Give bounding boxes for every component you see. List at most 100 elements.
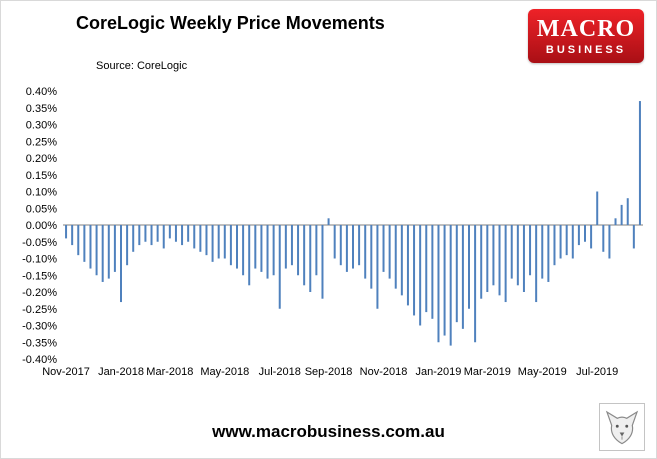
y-axis-tick-label: 0.35% — [26, 103, 57, 115]
chart-bar — [571, 225, 574, 259]
chart-bar — [352, 225, 354, 269]
chart-bar — [529, 225, 532, 276]
chart-bar — [193, 225, 196, 249]
fox-head-icon — [605, 410, 639, 445]
chart-bar — [461, 225, 464, 329]
chart-bar — [638, 101, 641, 225]
chart-bar — [614, 218, 617, 225]
chart-bar — [516, 225, 519, 286]
chart-bar — [522, 225, 525, 292]
y-axis-tick-label: 0.40% — [26, 86, 57, 98]
chart-bar — [242, 225, 245, 276]
y-axis-tick-label: -0.10% — [22, 254, 57, 266]
chart-bar — [364, 225, 367, 279]
chart-bar — [370, 225, 373, 289]
chart-bar — [455, 225, 458, 323]
chart-bar — [608, 225, 611, 259]
x-axis-tick-label: Jan-2019 — [416, 366, 462, 378]
chart-bar — [553, 225, 556, 266]
chart-bar — [486, 225, 489, 292]
chart-bar — [449, 225, 452, 346]
chart-bar — [431, 225, 434, 319]
chart-bar — [113, 225, 116, 272]
chart-bar — [577, 225, 580, 246]
chart-bar — [321, 225, 324, 299]
y-axis-tick-label: 0.05% — [26, 203, 57, 215]
chart-bar — [138, 225, 141, 246]
chart-bar — [406, 225, 409, 306]
chart-bar — [419, 225, 422, 326]
chart-bar — [620, 204, 623, 225]
x-axis-tick-label: Jan-2018 — [98, 366, 144, 378]
chart-bar — [626, 198, 629, 225]
chart-bar — [413, 225, 416, 316]
x-axis-tick-label: Jul-2018 — [259, 366, 301, 378]
chart-bar — [126, 225, 129, 266]
y-axis-tick-label: 0.10% — [26, 187, 57, 199]
chart-bar — [65, 225, 68, 239]
chart-bar — [205, 225, 208, 256]
y-axis-tick-label: -0.40% — [22, 354, 57, 366]
chart-bar — [443, 225, 446, 336]
chart-bar — [565, 225, 568, 256]
chart-bar — [217, 225, 220, 259]
chart-bar — [156, 225, 159, 242]
chart-bar — [584, 225, 586, 242]
chart-bar — [468, 225, 470, 309]
chart-bar — [547, 225, 550, 282]
chart-bar — [510, 225, 513, 279]
x-axis-tick-label: Nov-2018 — [360, 366, 408, 378]
y-axis-tick-label: -0.30% — [22, 321, 57, 333]
chart-bar — [602, 225, 605, 252]
chart-bar — [168, 225, 171, 239]
chart-bar — [144, 225, 147, 242]
chart-bar — [400, 225, 403, 296]
chart-bar — [101, 225, 104, 282]
chart-bar — [394, 225, 397, 289]
logo-text-business: BUSINESS — [545, 43, 627, 56]
chart-bar — [71, 225, 74, 246]
chart-bar — [474, 225, 477, 343]
chart-bar — [162, 225, 165, 249]
footer-url: www.macrobusiness.com.au — [212, 422, 445, 441]
chart-bar — [425, 225, 428, 313]
y-axis-tick-label: 0.20% — [26, 153, 57, 165]
x-axis-tick-label: Jul-2019 — [576, 366, 618, 378]
x-axis-tick-label: Mar-2019 — [464, 366, 511, 378]
chart-bar — [174, 225, 177, 242]
chart-bar — [632, 225, 635, 249]
chart-bar — [290, 225, 293, 266]
x-axis-tick-label: Nov-2017 — [42, 366, 90, 378]
y-axis-tick-label: -0.25% — [22, 304, 57, 316]
y-axis-tick-label: 0.30% — [26, 120, 57, 132]
chart-bar — [345, 225, 348, 272]
x-axis-tick-label: May-2019 — [518, 366, 567, 378]
chart-bar — [95, 225, 98, 276]
chart-bar — [315, 225, 318, 276]
y-axis-tick-label: -0.05% — [22, 237, 57, 249]
chart-bar — [83, 225, 86, 262]
chart-bar — [150, 225, 153, 246]
chart-bar — [535, 225, 538, 303]
macrobusiness-logo: MACRO BUSINESS — [528, 9, 644, 63]
y-axis-tick-label: 0.25% — [26, 136, 57, 148]
logo-text-macro: MACRO — [536, 15, 636, 42]
x-axis-tick-label: May-2018 — [200, 366, 249, 378]
chart-bar — [236, 225, 238, 269]
chart-plot-area: 0.40% 0.35% 0.30% 0.25% 0.20% 0.15% 0.10% 0.05%… — [1, 77, 656, 379]
y-axis-tick-label: 0.15% — [26, 170, 57, 182]
x-axis-tick-label: Sep-2018 — [305, 366, 353, 378]
chart-bar — [376, 225, 379, 309]
chart-bar — [132, 225, 135, 252]
source-label: Source: CoreLogic — [96, 60, 188, 72]
chart-bar — [284, 225, 287, 269]
fox-logo — [599, 403, 645, 451]
chart-bar — [541, 225, 544, 279]
chart-bar — [89, 225, 92, 269]
chart-bar — [211, 225, 214, 262]
chart-bar — [339, 225, 342, 266]
chart-bar — [272, 225, 275, 276]
chart-bar — [504, 225, 507, 303]
y-axis-tick-label: -0.20% — [22, 287, 57, 299]
